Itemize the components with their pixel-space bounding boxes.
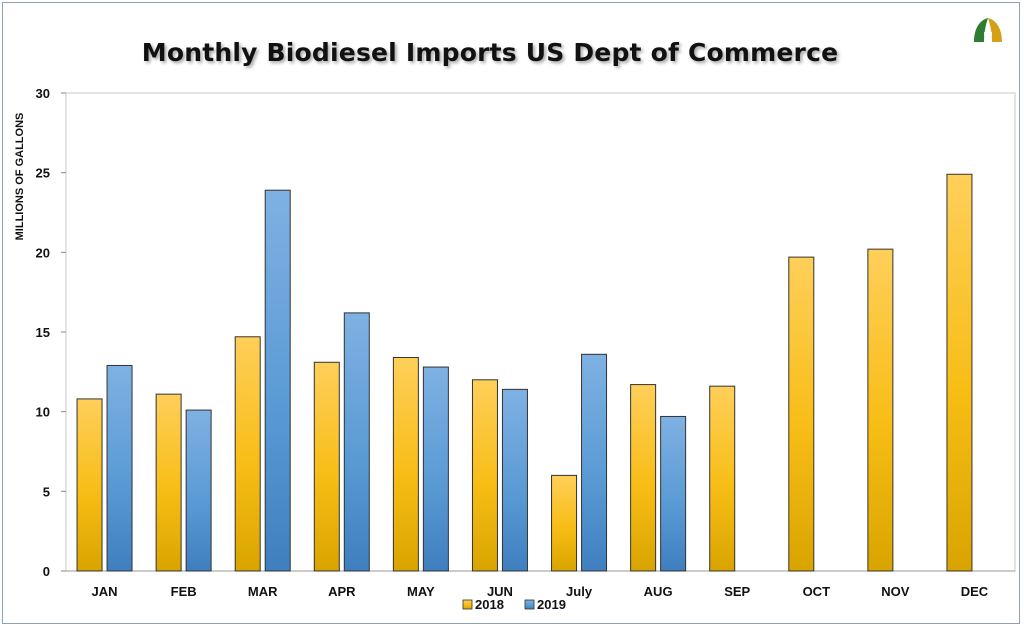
x-tick-label: OCT: [803, 584, 831, 599]
bar-2018-aug: [630, 384, 657, 572]
y-tick-label: 30: [36, 86, 50, 101]
bar-2019-may: [422, 366, 449, 572]
x-tick-label: MAY: [407, 584, 435, 599]
x-tick-label: July: [566, 584, 593, 599]
bar-2018-may: [392, 356, 419, 572]
bar-2019-aug: [660, 415, 687, 572]
bar-2018-oct: [788, 256, 815, 572]
x-tick-label: MAR: [248, 584, 278, 599]
bar-2019-mar: [264, 189, 291, 572]
legend-label-2018: 2018: [475, 597, 504, 612]
y-tick-label: 15: [36, 325, 50, 340]
bar-2019-jun: [501, 388, 528, 572]
bar-2018-sep: [709, 385, 736, 572]
y-tick-label: 20: [36, 245, 50, 260]
x-tick-label: JAN: [92, 584, 118, 599]
x-tick-label: DEC: [961, 584, 989, 599]
x-tick-label: NOV: [881, 584, 910, 599]
x-tick-label: SEP: [724, 584, 750, 599]
bar-2018-jun: [471, 379, 498, 572]
bar-2018-july: [551, 474, 578, 572]
bar-2019-feb: [185, 409, 212, 572]
chart-axes: [61, 92, 1016, 572]
y-axis-label: MILLIONS OF GALLONS: [14, 113, 26, 241]
chart-bars: [76, 173, 973, 572]
company-logo: [974, 18, 1002, 42]
x-tick-label: AUG: [644, 584, 673, 599]
bar-2018-apr: [313, 361, 340, 572]
y-tick-label: 10: [36, 405, 50, 420]
chart-legend: 2018 2019: [462, 597, 566, 612]
bar-2018-nov: [867, 248, 894, 572]
bar-2018-dec: [946, 173, 973, 572]
bar-2018-jan: [76, 398, 103, 572]
legend-swatch-2018: [462, 599, 473, 610]
x-tick-label: JUN: [487, 584, 513, 599]
x-tick-label: APR: [328, 584, 356, 599]
y-tick-label: 5: [43, 484, 50, 499]
bar-2018-feb: [155, 393, 182, 572]
chart-labels: 0 5 10 15 20 25 30 MILLIONS OF GALLONS JAN FEB MAR…: [14, 86, 989, 599]
chart-title: Monthly Biodiesel Imports US Dept of Com…: [141, 38, 839, 67]
legend-swatch-2019: [524, 599, 535, 610]
legend-label-2019: 2019: [537, 597, 566, 612]
bar-2019-apr: [343, 312, 370, 572]
bar-2019-jan: [106, 364, 133, 572]
y-tick-label: 0: [43, 564, 50, 579]
bar-2019-july: [581, 353, 608, 572]
x-tick-label: FEB: [171, 584, 197, 599]
bar-2018-mar: [234, 336, 261, 572]
y-tick-label: 25: [36, 166, 50, 181]
